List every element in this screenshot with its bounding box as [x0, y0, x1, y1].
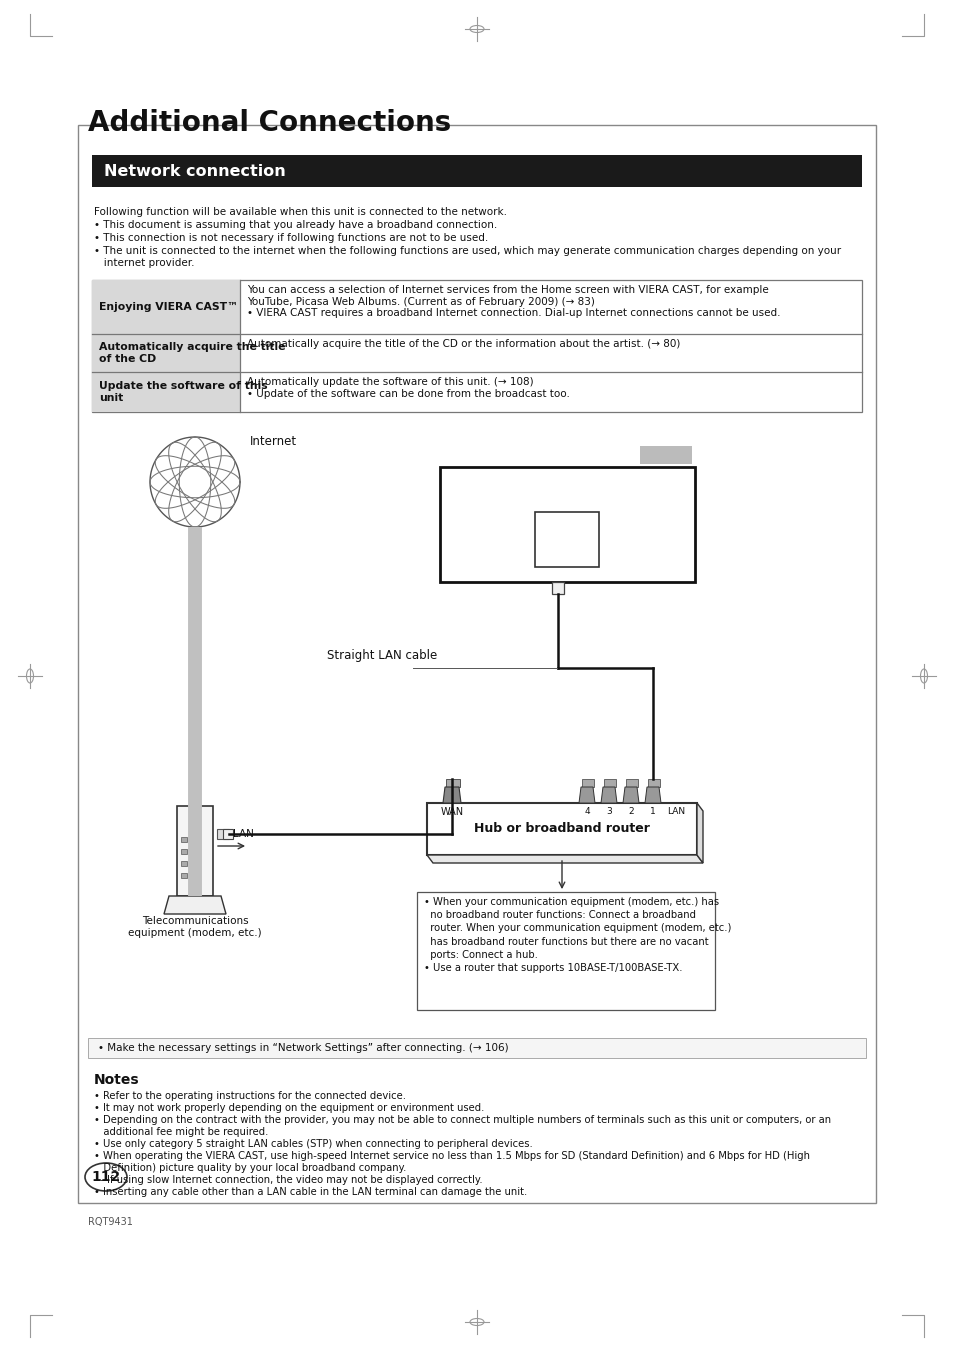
Polygon shape: [578, 788, 595, 802]
Text: • This connection is not necessary if following functions are not to be used.: • This connection is not necessary if fo…: [94, 232, 488, 243]
Text: • Depending on the contract with the provider, you may not be able to connect mu: • Depending on the contract with the pro…: [94, 1115, 830, 1136]
Text: LAN: LAN: [233, 830, 253, 839]
Text: Automatically acquire the title of the CD or the information about the artist. (: Automatically acquire the title of the C…: [247, 339, 679, 349]
Text: Internet: Internet: [250, 435, 296, 449]
Text: Network connection: Network connection: [104, 163, 286, 178]
Text: Telecommunications
equipment (modem, etc.): Telecommunications equipment (modem, etc…: [128, 916, 261, 938]
Text: • It may not work properly depending on the equipment or environment used.: • It may not work properly depending on …: [94, 1102, 484, 1113]
Text: 4: 4: [583, 807, 589, 816]
Bar: [581, 780, 594, 788]
Text: Straight LAN cable: Straight LAN cable: [327, 648, 436, 662]
Bar: [181, 873, 187, 878]
Bar: [439, 467, 695, 582]
Bar: [91, 372, 240, 412]
Text: Automatically acquire the title
of the CD: Automatically acquire the title of the C…: [99, 342, 285, 363]
Text: You can access a selection of Internet services from the Home screen with VIERA : You can access a selection of Internet s…: [247, 285, 780, 319]
Bar: [181, 861, 187, 866]
Text: 3: 3: [605, 807, 611, 816]
Text: RQT9431: RQT9431: [88, 1217, 132, 1227]
Polygon shape: [697, 802, 702, 863]
Text: Update the software of this
unit: Update the software of this unit: [99, 381, 268, 403]
Text: • The unit is connected to the internet when the following functions are used, w: • The unit is connected to the internet …: [94, 246, 841, 267]
Bar: [181, 838, 187, 842]
Bar: [177, 807, 213, 896]
Text: • Inserting any cable other than a LAN cable in the LAN terminal can damage the : • Inserting any cable other than a LAN c…: [94, 1188, 527, 1197]
Bar: [446, 780, 459, 788]
Text: Enjoying VIERA CAST™: Enjoying VIERA CAST™: [99, 303, 237, 312]
Text: • Use only category 5 straight LAN cables (STP) when connecting to peripheral de: • Use only category 5 straight LAN cable…: [94, 1139, 532, 1148]
Bar: [552, 582, 563, 594]
Bar: [181, 848, 187, 854]
Bar: [91, 280, 862, 412]
Bar: [427, 802, 697, 855]
Bar: [535, 512, 598, 567]
Text: • Refer to the operating instructions for the connected device.: • Refer to the operating instructions fo…: [94, 1092, 406, 1101]
Bar: [91, 155, 862, 186]
Bar: [639, 446, 691, 463]
Text: • When your communication equipment (modem, etc.) has
  no broadband router func: • When your communication equipment (mod…: [423, 897, 731, 973]
Polygon shape: [442, 788, 460, 802]
Ellipse shape: [85, 1163, 127, 1192]
Bar: [91, 280, 240, 334]
Text: Hub or broadband router: Hub or broadband router: [474, 823, 649, 835]
Text: Following function will be available when this unit is connected to the network.: Following function will be available whe…: [94, 207, 506, 218]
Bar: [88, 1038, 865, 1058]
Text: 112: 112: [91, 1170, 120, 1183]
Text: Automatically update the software of this unit. (→ 108)
• Update of the software: Automatically update the software of thi…: [247, 377, 569, 399]
Polygon shape: [164, 896, 226, 915]
Bar: [78, 126, 875, 1202]
Polygon shape: [622, 788, 639, 802]
Bar: [603, 780, 616, 788]
Bar: [223, 830, 233, 839]
Text: • When operating the VIERA CAST, use high-speed Internet service no less than 1.: • When operating the VIERA CAST, use hig…: [94, 1151, 809, 1173]
Bar: [625, 780, 638, 788]
Text: • Make the necessary settings in “Network Settings” after connecting. (→ 106): • Make the necessary settings in “Networ…: [98, 1043, 508, 1052]
Bar: [647, 780, 659, 788]
Text: LAN: LAN: [666, 807, 684, 816]
Polygon shape: [644, 788, 660, 802]
Bar: [91, 334, 240, 372]
Text: Notes: Notes: [94, 1073, 139, 1088]
Text: - If using slow Internet connection, the video may not be displayed correctly.: - If using slow Internet connection, the…: [94, 1175, 482, 1185]
Text: 2: 2: [627, 807, 633, 816]
Text: • This document is assuming that you already have a broadband connection.: • This document is assuming that you alr…: [94, 220, 497, 230]
Text: Additional Connections: Additional Connections: [88, 109, 451, 136]
Text: WAN: WAN: [440, 807, 463, 817]
Polygon shape: [427, 855, 702, 863]
Bar: [216, 830, 229, 839]
Text: 1: 1: [649, 807, 655, 816]
Polygon shape: [600, 788, 617, 802]
Bar: [416, 892, 714, 1011]
